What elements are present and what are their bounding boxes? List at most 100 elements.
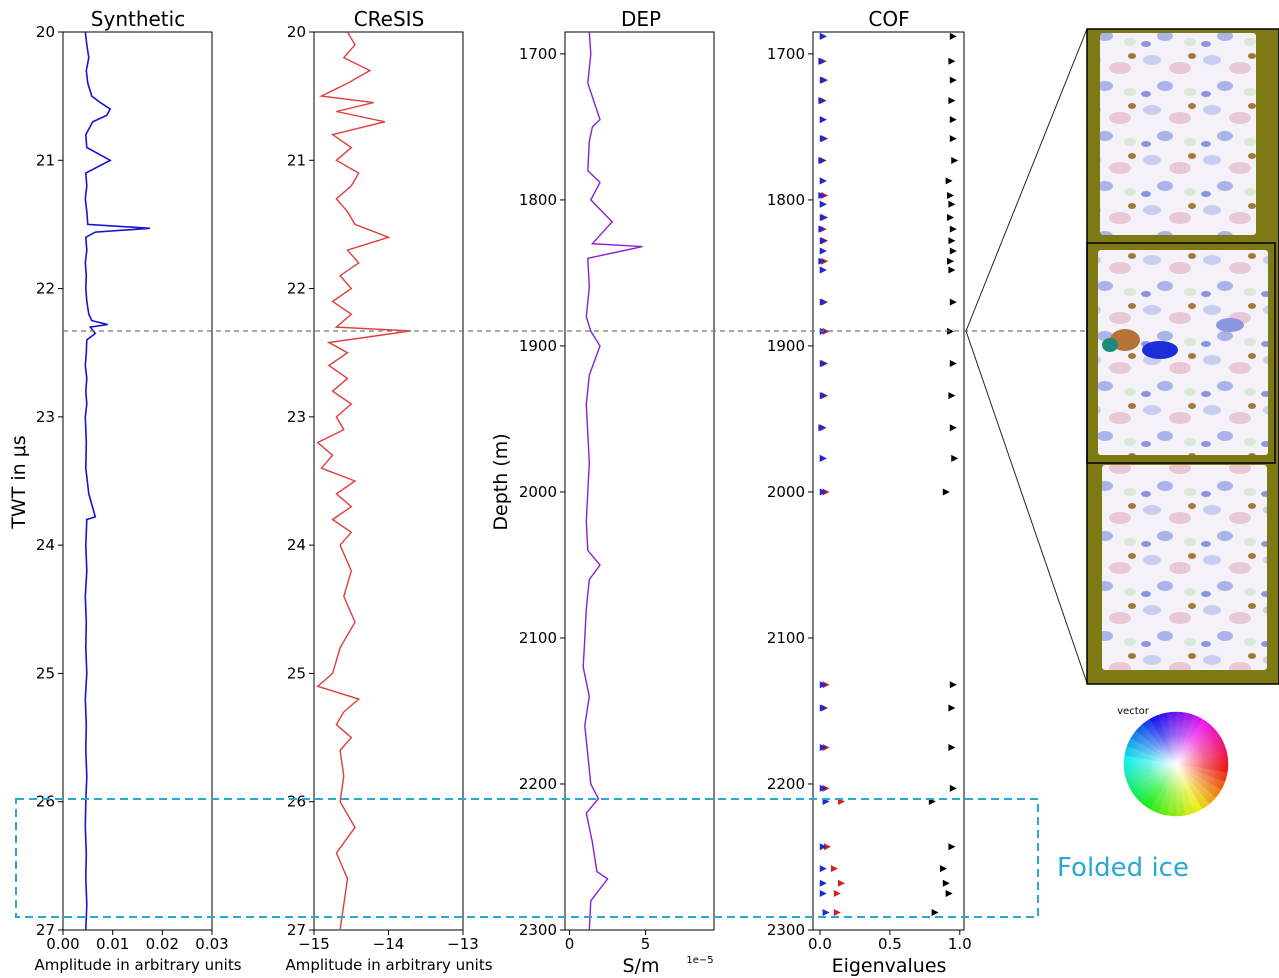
thin-section-images (1086, 28, 1279, 685)
y-tick-label: 2000 (767, 483, 805, 501)
dep-y-axis-label: Depth (m) (490, 433, 512, 530)
y-tick-label: 20 (36, 23, 55, 41)
x-tick-label: 0.0 (808, 935, 832, 953)
color-wheel-label: vector (1117, 706, 1150, 717)
x-tick-label: 0 (565, 935, 575, 953)
cof-eigenvalue-marker (819, 392, 827, 400)
cof-eigenvalue-marker (819, 843, 827, 851)
cof-eigenvalue-marker (948, 392, 956, 400)
cof-eigenvalue-marker (947, 192, 955, 200)
cof-eigenvalue-marker (948, 843, 956, 851)
color-wheel-center (1124, 712, 1228, 816)
cof-eigenvalue-marker (948, 266, 956, 274)
cof-eigenvalue-marker (948, 237, 956, 245)
dep-title: DEP (621, 7, 661, 31)
y-tick-label: 26 (287, 793, 306, 811)
cof-eigenvalue-marker (948, 704, 956, 712)
folded-ice-box (15, 798, 1039, 918)
cof-eigenvalue-marker (945, 177, 953, 185)
cof-eigenvalue-marker (945, 889, 953, 897)
folded-ice-label: Folded ice (1057, 853, 1189, 883)
cof-eigenvalue-marker (819, 177, 827, 185)
y-tick-label: 24 (287, 536, 306, 554)
dep-x-offset-text: 1e−5 (686, 955, 713, 966)
y-tick-label: 2000 (519, 483, 557, 501)
synthetic-y-axis-label: TWT in μs (8, 435, 30, 529)
y-tick-label: 2300 (519, 921, 557, 939)
dep-x-axis-label: S/m (623, 955, 660, 977)
orientation-color-wheel-legend: vector (1117, 706, 1229, 817)
x-tick-label: 0.5 (878, 935, 902, 953)
synthetic-ticks: 20 21 22 23 24 25 26 270.00 0.01 0.02 0.03 (36, 23, 229, 953)
cof-eigenvalue-marker (949, 247, 957, 255)
cof-axes-frame (812, 31, 965, 931)
cof-eigenvalue-marker (947, 327, 955, 335)
y-tick-label: 1900 (519, 337, 557, 355)
cof-eigenvalue-marker (819, 76, 827, 84)
cof-eigenvalue-marker (931, 908, 939, 916)
cof-eigenvalue-marker (819, 879, 827, 887)
cof-eigenvalue-marker (819, 865, 827, 873)
thin-section-highlight-frame (1086, 242, 1276, 464)
cof-eigenvalue-marker (818, 225, 826, 233)
cof-points (818, 32, 959, 916)
y-tick-label: 1700 (767, 45, 805, 63)
synthetic-series-line (84, 31, 150, 931)
y-tick-label: 26 (36, 793, 55, 811)
cof-eigenvalue-marker (819, 743, 827, 751)
cof-eigenvalue-marker (818, 97, 826, 105)
cof-eigenvalue-marker (819, 681, 827, 689)
y-tick-label: 1700 (519, 45, 557, 63)
cresis-title: CReSIS (354, 7, 425, 31)
x-tick-label: 0.02 (146, 935, 179, 953)
cof-eigenvalue-marker (833, 908, 841, 916)
y-tick-label: 1800 (767, 191, 805, 209)
cof-eigenvalue-marker (947, 257, 955, 265)
cof-eigenvalue-marker (940, 865, 948, 873)
dep-axes-frame (564, 31, 715, 931)
cof-eigenvalue-marker (949, 784, 957, 792)
y-tick-label: 2100 (519, 629, 557, 647)
y-tick-label: 24 (36, 536, 55, 554)
thin-section-grain (1102, 338, 1118, 352)
cof-eigenvalue-marker (819, 237, 827, 245)
thin-section-upper (1100, 33, 1256, 235)
y-tick-label: 22 (287, 280, 306, 298)
cof-eigenvalue-marker (819, 32, 827, 40)
cof-eigenvalue-marker (948, 200, 956, 208)
synthetic-x-axis-label: Amplitude in arbitrary units (34, 956, 241, 974)
cof-eigenvalue-marker (949, 359, 957, 367)
thin-section-grain (1216, 318, 1244, 332)
cof-title: COF (868, 7, 909, 31)
cresis-x-axis-label: Amplitude in arbitrary units (285, 956, 492, 974)
cof-eigenvalue-marker (819, 359, 827, 367)
y-tick-label: 21 (287, 151, 306, 169)
cof-eigenvalue-marker (819, 889, 827, 897)
y-tick-label: 2200 (767, 775, 805, 793)
y-tick-label: 25 (36, 664, 55, 682)
synthetic-title: Synthetic (91, 7, 185, 31)
cof-eigenvalue-marker (949, 681, 957, 689)
cof-eigenvalue-marker (951, 454, 959, 462)
thin-section-middle (1098, 250, 1268, 455)
y-tick-label: 1900 (767, 337, 805, 355)
thin-section-lower (1102, 465, 1267, 670)
x-tick-label: 1.0 (948, 935, 972, 953)
x-tick-label: 0.03 (195, 935, 228, 953)
x-tick-label: 0.00 (46, 935, 79, 953)
cof-eigenvalue-marker (819, 213, 827, 221)
y-tick-label: 2200 (519, 775, 557, 793)
cof-eigenvalue-marker (947, 213, 955, 221)
cof-eigenvalue-marker (819, 200, 827, 208)
cof-eigenvalue-marker (830, 865, 838, 873)
cof-eigenvalue-marker (818, 156, 826, 164)
cof-eigenvalue-marker (819, 247, 827, 255)
dep-ticks: 1700 1800 1900 2000 2100 2200 2300 0 5 (519, 45, 651, 953)
cof-eigenvalue-marker (949, 298, 957, 306)
x-tick-label: 5 (641, 935, 651, 953)
y-tick-label: 2100 (767, 629, 805, 647)
cof-eigenvalue-marker (818, 257, 826, 265)
cof-eigenvalue-marker (948, 57, 956, 65)
